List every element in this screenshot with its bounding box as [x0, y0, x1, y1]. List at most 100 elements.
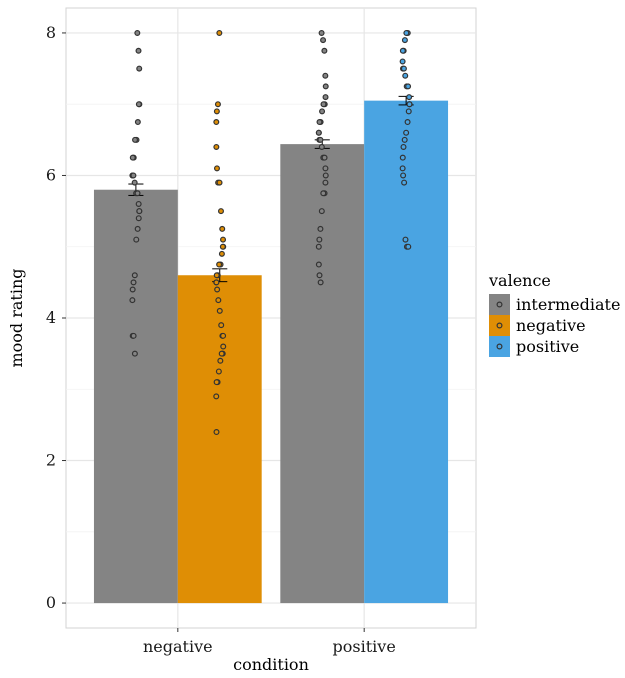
data-point: [213, 143, 220, 150]
y-tick-label: 6: [46, 165, 56, 184]
data-point: [129, 297, 136, 304]
bar-negative-negative: [177, 275, 262, 604]
data-point: [216, 29, 223, 36]
data-point: [136, 208, 143, 215]
data-point: [214, 101, 221, 108]
data-point: [215, 368, 222, 375]
bar-negative-intermediate: [93, 189, 178, 604]
data-point: [213, 393, 220, 400]
data-point: [219, 225, 226, 232]
data-point: [402, 236, 409, 243]
data-point: [214, 286, 221, 293]
data-point: [318, 208, 325, 215]
data-point: [219, 243, 226, 250]
data-point: [322, 165, 329, 172]
y-axis-title: mood rating: [7, 268, 26, 367]
data-point: [400, 65, 407, 72]
bar-positive-positive: [364, 100, 449, 604]
data-point: [400, 172, 407, 179]
data-point: [315, 243, 322, 250]
data-point: [129, 286, 136, 293]
data-point: [220, 343, 227, 350]
x-axis: negative positive: [143, 628, 396, 656]
data-point: [213, 119, 220, 126]
y-tick-label: 0: [46, 593, 56, 612]
data-point: [317, 136, 324, 143]
data-point: [218, 350, 225, 357]
data-point: [318, 143, 325, 150]
y-tick-label: 2: [46, 451, 56, 470]
data-point: [319, 108, 326, 115]
data-point: [213, 279, 220, 286]
data-point: [317, 225, 324, 232]
data-point: [131, 179, 138, 186]
data-point: [218, 322, 225, 329]
data-point: [399, 154, 406, 161]
legend-label-positive: positive: [516, 337, 579, 356]
y-axis: 0 2 4 6 8: [46, 23, 66, 612]
data-point: [133, 236, 140, 243]
y-tick-label: 4: [46, 308, 56, 327]
data-point: [130, 172, 137, 179]
data-point: [321, 47, 328, 54]
data-point: [315, 129, 322, 136]
data-point: [318, 29, 325, 36]
bars: [93, 100, 449, 604]
data-points: [129, 29, 413, 436]
data-point: [215, 297, 222, 304]
data-point: [213, 108, 220, 115]
data-point: [135, 200, 142, 207]
data-point: [401, 136, 408, 143]
data-point: [322, 72, 329, 79]
data-point: [135, 215, 142, 222]
legend-key-point: [496, 343, 503, 350]
data-point: [216, 179, 223, 186]
data-point: [405, 83, 412, 90]
legend: valence intermediate negative positive: [488, 271, 620, 357]
data-point: [213, 272, 220, 279]
bar-positive-intermediate: [280, 144, 365, 604]
data-point: [320, 190, 327, 197]
data-point: [399, 165, 406, 172]
data-point: [134, 225, 141, 232]
data-point: [134, 119, 141, 126]
data-point: [129, 154, 136, 161]
data-point: [217, 357, 224, 364]
data-point: [220, 332, 227, 339]
data-point: [134, 29, 141, 36]
legend-key-point: [496, 301, 503, 308]
data-point: [322, 179, 329, 186]
data-point: [216, 261, 223, 268]
data-point: [316, 119, 323, 126]
data-point: [321, 154, 328, 161]
legend-label-intermediate: intermediate: [516, 295, 620, 314]
data-point: [403, 29, 410, 36]
data-point: [405, 243, 412, 250]
data-point: [405, 108, 412, 115]
legend-label-negative: negative: [516, 316, 586, 335]
data-point: [131, 350, 138, 357]
data-point: [401, 37, 408, 44]
data-point: [213, 165, 220, 172]
data-point: [213, 379, 220, 386]
y-tick-label: 8: [46, 23, 56, 42]
data-point: [317, 279, 324, 286]
data-point: [406, 94, 413, 101]
data-point: [406, 101, 413, 108]
x-axis-title: condition: [233, 655, 309, 674]
data-point: [135, 47, 142, 54]
data-point: [402, 72, 409, 79]
data-point: [217, 208, 224, 215]
data-point: [320, 101, 327, 108]
data-point: [130, 332, 137, 339]
data-point: [131, 272, 138, 279]
data-point: [399, 47, 406, 54]
data-point: [322, 172, 329, 179]
data-point: [322, 94, 329, 101]
data-point: [322, 83, 329, 90]
data-point: [216, 307, 223, 314]
legend-title: valence: [488, 271, 551, 290]
data-point: [135, 101, 142, 108]
data-point: [134, 190, 141, 197]
